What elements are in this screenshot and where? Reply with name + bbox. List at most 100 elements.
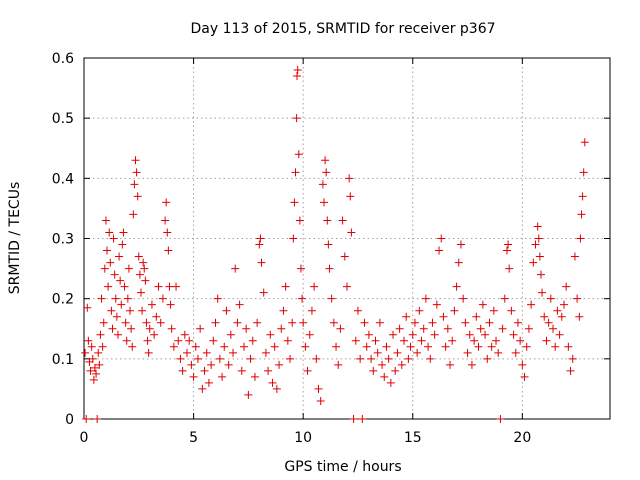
- data-point: [492, 336, 501, 345]
- data-points: [81, 66, 589, 423]
- data-point: [536, 270, 545, 279]
- data-point: [386, 378, 395, 387]
- data-point: [83, 303, 92, 312]
- data-point: [288, 318, 297, 327]
- data-point: [94, 348, 103, 357]
- data-point: [166, 300, 175, 309]
- data-point: [246, 354, 255, 363]
- data-point: [384, 354, 393, 363]
- data-point: [256, 234, 265, 243]
- data-point: [575, 312, 584, 321]
- data-point: [321, 156, 330, 165]
- x-axis-label: GPS time / hours: [284, 459, 401, 475]
- data-point: [318, 180, 327, 189]
- data-point: [312, 354, 321, 363]
- data-point: [145, 324, 154, 333]
- data-point: [301, 342, 310, 351]
- data-point: [446, 360, 455, 369]
- data-point: [121, 318, 130, 327]
- data-point: [111, 294, 120, 303]
- data-point: [130, 180, 139, 189]
- data-point: [286, 354, 295, 363]
- data-point: [393, 348, 402, 357]
- data-point: [577, 210, 586, 219]
- data-point: [109, 234, 118, 243]
- data-point: [576, 234, 585, 243]
- data-point: [463, 348, 472, 357]
- data-point: [327, 294, 336, 303]
- data-point: [167, 324, 176, 333]
- data-point: [432, 300, 441, 309]
- data-point: [443, 324, 452, 333]
- data-point: [92, 369, 101, 378]
- data-point: [559, 300, 568, 309]
- data-point: [283, 336, 292, 345]
- data-point: [183, 348, 192, 357]
- data-point: [162, 198, 171, 207]
- data-point: [562, 282, 571, 291]
- data-point: [185, 336, 194, 345]
- data-point: [356, 354, 365, 363]
- data-point: [531, 240, 540, 249]
- data-point: [305, 330, 314, 339]
- y-tick-label: 0.5: [52, 111, 74, 127]
- data-point: [298, 294, 307, 303]
- data-point: [498, 324, 507, 333]
- data-point: [334, 360, 343, 369]
- x-tick-label: 5: [189, 430, 198, 446]
- data-point: [336, 324, 345, 333]
- data-point: [200, 366, 209, 375]
- data-point: [86, 366, 95, 375]
- y-tick-label: 0.1: [52, 352, 74, 368]
- data-point: [279, 306, 288, 315]
- data-point: [324, 240, 333, 249]
- data-point: [100, 264, 109, 273]
- data-point: [579, 168, 588, 177]
- x-tick-label: 0: [80, 430, 89, 446]
- x-axis-ticks: 0 5 10 15 20: [80, 58, 531, 446]
- data-point: [270, 342, 279, 351]
- data-point: [207, 360, 216, 369]
- data-point: [189, 372, 198, 381]
- data-point: [90, 363, 99, 372]
- data-point: [215, 354, 224, 363]
- data-point: [231, 264, 240, 273]
- data-point: [174, 336, 183, 345]
- data-point: [367, 354, 376, 363]
- data-point: [268, 378, 277, 387]
- data-point: [369, 366, 378, 375]
- data-point: [104, 282, 113, 291]
- data-point: [250, 372, 259, 381]
- data-point: [118, 240, 127, 249]
- data-point: [314, 384, 323, 393]
- data-point: [542, 336, 551, 345]
- data-point: [472, 312, 481, 321]
- data-point: [534, 234, 543, 243]
- data-point: [126, 306, 135, 315]
- data-point: [275, 360, 284, 369]
- data-point: [310, 282, 319, 291]
- data-point: [566, 366, 575, 375]
- data-point: [487, 342, 496, 351]
- data-point: [115, 252, 124, 261]
- data-point: [399, 336, 408, 345]
- data-point: [358, 415, 367, 423]
- data-point: [147, 300, 156, 309]
- data-point: [476, 324, 485, 333]
- data-point: [178, 366, 187, 375]
- data-point: [95, 360, 104, 369]
- data-point: [570, 252, 579, 261]
- data-point: [485, 318, 494, 327]
- data-point: [415, 306, 424, 315]
- data-point: [373, 348, 382, 357]
- data-point: [494, 348, 503, 357]
- y-tick-label: 0: [65, 412, 74, 428]
- data-point: [101, 216, 110, 225]
- data-point: [144, 348, 153, 357]
- data-point: [568, 354, 577, 363]
- data-point: [290, 198, 299, 207]
- data-point: [169, 342, 178, 351]
- data-point: [88, 354, 97, 363]
- x-tick-label: 15: [404, 430, 422, 446]
